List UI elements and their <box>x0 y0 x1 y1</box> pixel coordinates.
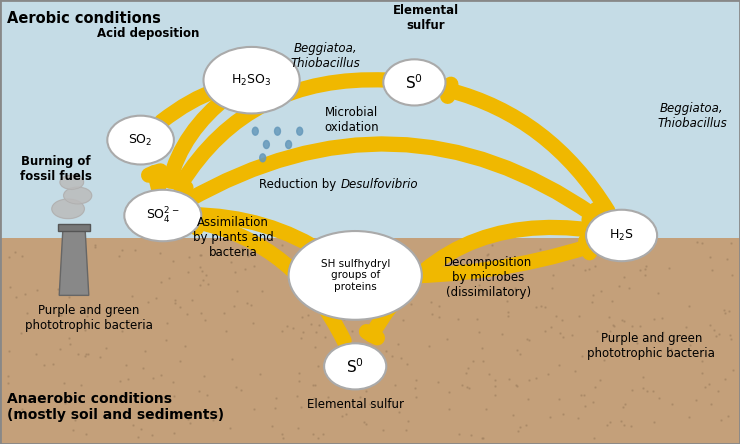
Text: Assimilation
by plants and
bacteria: Assimilation by plants and bacteria <box>192 216 274 259</box>
Text: H$_2$S: H$_2$S <box>609 228 634 243</box>
Text: Reduction by: Reduction by <box>260 178 340 191</box>
Text: Aerobic conditions: Aerobic conditions <box>7 12 161 26</box>
Ellipse shape <box>289 231 422 320</box>
Text: S$^0$: S$^0$ <box>346 357 364 376</box>
Text: Desulfovibrio: Desulfovibrio <box>340 178 418 191</box>
Ellipse shape <box>275 127 280 135</box>
Polygon shape <box>59 229 89 295</box>
Text: Purple and green
phototrophic bacteria: Purple and green phototrophic bacteria <box>25 304 152 332</box>
Text: Acid deposition: Acid deposition <box>97 27 199 40</box>
Text: Elemental sulfur: Elemental sulfur <box>306 397 404 411</box>
Circle shape <box>64 187 92 204</box>
Bar <box>0 238 740 444</box>
Bar <box>0 0 740 238</box>
Text: Beggiatoa,
Thiobacillus: Beggiatoa, Thiobacillus <box>657 102 727 130</box>
Ellipse shape <box>586 210 657 261</box>
Text: Microbial
oxidation: Microbial oxidation <box>324 106 379 134</box>
Circle shape <box>60 175 84 189</box>
Ellipse shape <box>297 127 303 135</box>
Circle shape <box>52 199 84 218</box>
Text: SH sulfhydryl
groups of
proteins: SH sulfhydryl groups of proteins <box>320 259 390 292</box>
Text: H$_2$SO$_3$: H$_2$SO$_3$ <box>232 73 272 88</box>
Text: Burning of
fossil fuels: Burning of fossil fuels <box>19 155 92 183</box>
Ellipse shape <box>204 47 300 114</box>
Text: S$^0$: S$^0$ <box>406 73 423 92</box>
Text: Anaerobic conditions
(mostly soil and sediments): Anaerobic conditions (mostly soil and se… <box>7 392 224 422</box>
Ellipse shape <box>383 59 445 106</box>
Text: SO$_4^{2-}$: SO$_4^{2-}$ <box>146 206 180 226</box>
Text: Beggiatoa,
Thiobacillus: Beggiatoa, Thiobacillus <box>291 42 360 70</box>
Text: Purple and green
phototrophic bacteria: Purple and green phototrophic bacteria <box>588 333 715 361</box>
Text: SO$_2$: SO$_2$ <box>128 132 153 148</box>
Ellipse shape <box>324 343 386 389</box>
Ellipse shape <box>107 116 174 164</box>
Text: Elemental
sulfur: Elemental sulfur <box>392 4 459 32</box>
Ellipse shape <box>124 190 201 241</box>
Ellipse shape <box>286 141 292 148</box>
Ellipse shape <box>252 127 258 135</box>
Text: Decomposition
by microbes
(dissimilatory): Decomposition by microbes (dissimilatory… <box>444 256 533 299</box>
Ellipse shape <box>263 141 269 148</box>
Ellipse shape <box>260 154 266 162</box>
Polygon shape <box>58 224 90 231</box>
